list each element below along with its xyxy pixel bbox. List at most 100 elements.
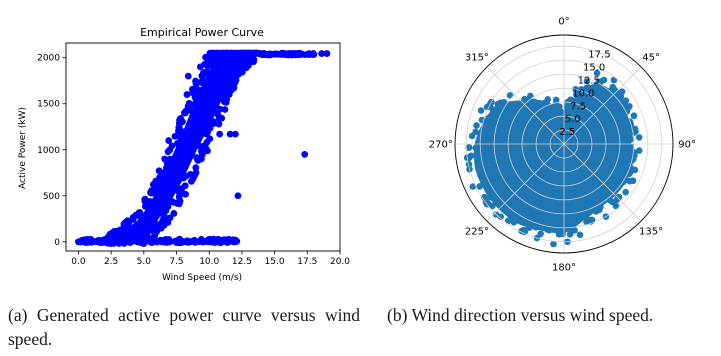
polar-angle-label: 270° <box>429 140 453 151</box>
polar-data-point <box>485 166 493 174</box>
data-point <box>231 71 239 79</box>
data-point <box>161 155 169 163</box>
polar-data-point <box>489 120 497 128</box>
x-tick-label: 17.5 <box>297 257 317 267</box>
polar-data-point <box>520 226 528 234</box>
data-point <box>234 192 242 200</box>
data-point <box>190 111 197 119</box>
data-point <box>212 238 220 246</box>
polar-data-point <box>493 110 500 118</box>
polar-data-point <box>631 166 639 174</box>
data-point <box>230 84 238 92</box>
y-tick-label: 0 <box>54 238 60 248</box>
data-point <box>109 233 117 240</box>
data-point <box>218 238 226 246</box>
polar-angle-label: 45° <box>642 52 660 63</box>
data-point <box>180 174 188 182</box>
power-curve-panel: Empirical Power Curve 0.0 2.5 5.0 7.5 10.0 12… <box>18 26 350 283</box>
polar-data-point <box>576 231 584 239</box>
polar-data-point <box>506 92 514 99</box>
polar-data-point <box>635 134 643 141</box>
data-point <box>218 114 226 122</box>
polar-data-point <box>548 103 555 111</box>
wind-direction-polar-panel: 2.5 5.0 7.5 10.0 12.515.0 17.5 0° 45° 90° 135° 180… <box>429 16 696 273</box>
data-point <box>121 223 129 231</box>
data-point <box>160 238 167 246</box>
polar-data-point <box>544 226 551 233</box>
x-tick-label: 5.0 <box>137 257 152 267</box>
polar-data-point <box>617 105 625 113</box>
data-point <box>181 182 189 190</box>
data-point <box>192 238 200 246</box>
data-point <box>232 76 240 84</box>
data-point <box>264 51 272 59</box>
polar-data-point <box>480 143 487 151</box>
data-point <box>216 130 224 138</box>
polar-data-point <box>593 69 601 77</box>
power-curve-plot-area <box>75 49 331 248</box>
polar-data-point <box>600 76 608 84</box>
polar-data-point <box>573 213 581 220</box>
polar-radial-tick-label: 7.5 <box>570 101 586 112</box>
data-point <box>192 98 200 106</box>
polar-data-point <box>465 161 473 168</box>
polar-data-point <box>539 100 547 108</box>
power-curve-frame <box>65 42 341 252</box>
data-point <box>153 238 161 246</box>
polar-data-point <box>619 144 627 152</box>
polar-data-point <box>583 77 591 85</box>
polar-data-point <box>510 219 518 226</box>
data-point <box>301 150 309 158</box>
polar-data-point <box>612 202 620 210</box>
data-point <box>192 84 200 92</box>
data-point <box>318 50 326 57</box>
polar-data-point <box>627 143 635 150</box>
polar-data-point <box>559 223 567 230</box>
data-point <box>210 118 217 126</box>
polar-data-point <box>567 215 575 222</box>
polar-data-point <box>624 124 631 132</box>
polar-angle-label: 0° <box>558 16 569 27</box>
polar-data-point <box>500 109 507 116</box>
polar-data-point <box>607 96 614 104</box>
polar-grid-spoke <box>486 143 565 222</box>
polar-data-point <box>550 240 557 248</box>
polar-data-point <box>622 161 630 169</box>
polar-data-point <box>566 231 574 238</box>
data-point <box>199 77 206 85</box>
data-point <box>231 238 239 246</box>
polar-data-point <box>472 151 480 159</box>
data-point <box>285 50 292 58</box>
data-point <box>161 168 169 176</box>
data-point <box>179 118 186 126</box>
polar-data-point <box>588 202 596 209</box>
data-point <box>175 188 183 196</box>
data-point <box>164 148 172 156</box>
data-point <box>156 173 163 181</box>
data-point <box>195 142 203 150</box>
data-point <box>205 238 213 246</box>
data-point <box>192 164 200 172</box>
polar-grid-spoke <box>486 66 565 145</box>
polar-data-point <box>465 144 473 151</box>
polar-angle-label: 180° <box>552 263 576 274</box>
polar-data-point <box>468 132 476 140</box>
polar-data-point <box>629 177 637 185</box>
data-point <box>204 57 212 65</box>
polar-radial-tick-label: 17.5 <box>588 50 610 61</box>
polar-radial-tick-label: 2.5 <box>559 127 575 138</box>
polar-angle-label: 90° <box>678 140 696 151</box>
data-point <box>180 109 188 117</box>
data-point <box>255 50 263 57</box>
data-point <box>120 238 128 246</box>
x-tick-label: 15.0 <box>265 257 285 267</box>
data-point <box>203 130 210 138</box>
polar-data-point <box>490 180 498 188</box>
polar-angle-label: 225° <box>465 227 489 238</box>
data-point <box>169 198 177 206</box>
data-point <box>198 72 206 80</box>
data-point <box>170 210 178 217</box>
polar-labels: 2.5 5.0 7.5 10.0 12.515.0 17.5 0° 45° 90° 135° 180… <box>429 16 696 273</box>
data-point <box>75 238 82 246</box>
data-point <box>247 51 255 58</box>
